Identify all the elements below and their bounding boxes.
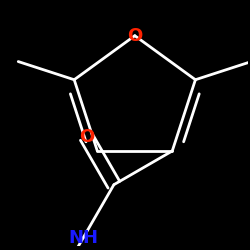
Text: NH: NH: [68, 229, 98, 247]
Text: O: O: [127, 27, 142, 45]
Text: O: O: [79, 128, 94, 146]
